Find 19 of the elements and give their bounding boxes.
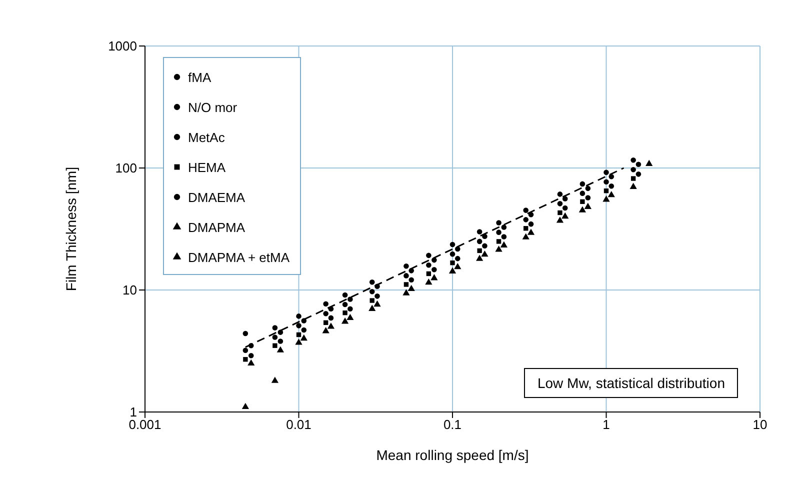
- x-tick-label: 1: [602, 417, 610, 432]
- y-tick-label: 100: [115, 160, 137, 176]
- legend-label: DMAPMA + etMA: [188, 250, 290, 264]
- legend-label: N/O mor: [188, 100, 238, 114]
- y-axis-title: Film Thickness [nm]: [62, 166, 79, 292]
- legend-label: fMA: [188, 70, 212, 84]
- x-tick-label: 10: [752, 417, 768, 432]
- x-tick-label: 0.001: [128, 417, 162, 432]
- legend-label: DMAEMA: [188, 190, 246, 204]
- legend-label: DMAPMA: [188, 220, 246, 234]
- x-tick-label: 0.1: [443, 417, 462, 432]
- x-tick-label: 0.01: [286, 417, 312, 432]
- legend-label: HEMA: [188, 160, 226, 174]
- annotation: Low Mw, statistical distribution: [524, 368, 738, 398]
- legend-label: MetAc: [188, 130, 225, 144]
- y-tick-label: 1000: [108, 38, 137, 54]
- y-tick-label: 10: [122, 282, 137, 298]
- x-axis-title: Mean rolling speed [m/s]: [376, 447, 529, 463]
- y-tick-label: 1: [130, 404, 137, 420]
